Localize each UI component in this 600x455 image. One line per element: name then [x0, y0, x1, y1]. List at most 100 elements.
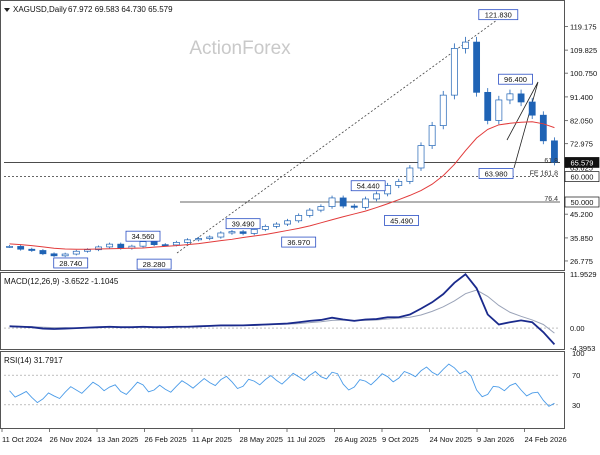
- candle-body: [161, 244, 169, 246]
- candle-body: [261, 226, 269, 230]
- candle-body: [195, 238, 203, 241]
- candle-body: [439, 94, 447, 126]
- annotation-label: 28.740: [59, 259, 82, 268]
- candle-body: [417, 145, 425, 169]
- candle-body: [139, 241, 147, 247]
- y-tick-label: 72.975: [570, 140, 593, 149]
- candle-body: [217, 232, 225, 238]
- annotation-label: 28.280: [143, 260, 166, 269]
- candle-body: [517, 93, 525, 103]
- candle-body: [328, 197, 336, 207]
- annotation-label: 45.490: [390, 216, 413, 225]
- price-tag: [564, 171, 600, 182]
- candle-body: [495, 99, 503, 121]
- x-tick-label: 26 Feb 2025: [145, 435, 187, 444]
- symbol-label: XAGUSD,Daily: [13, 5, 67, 14]
- y-tick-label: 26.775: [570, 257, 593, 266]
- macd-pane: [0, 272, 565, 350]
- candle-body: [206, 236, 214, 239]
- annotation-box: [281, 236, 317, 248]
- rsi-y-tick-label: 100: [572, 349, 585, 358]
- x-tick-label: 11 Jul 2025: [287, 435, 325, 444]
- annotation-label: 96.400: [504, 75, 527, 84]
- price-tag-label: 60.000: [571, 173, 594, 182]
- x-tick-label: 11 Apr 2025: [192, 435, 232, 444]
- candle-body: [273, 223, 280, 227]
- candle-body: [239, 231, 247, 234]
- candle-body: [317, 206, 325, 211]
- candle-body: [350, 205, 358, 208]
- triangle-drawing: [506, 81, 539, 169]
- candle-body: [39, 250, 47, 255]
- annotation-label: 63.980: [485, 170, 508, 179]
- candle-body: [117, 243, 125, 249]
- annotation-label: 121.830: [485, 11, 512, 20]
- price-tag: [564, 157, 600, 168]
- annotation-box: [225, 218, 261, 230]
- rsi-y-tick-label: 70: [572, 371, 580, 380]
- dashed-trendline: [176, 19, 498, 254]
- candle-body: [106, 243, 114, 248]
- candle-body: [228, 231, 236, 234]
- candle-body: [184, 239, 191, 243]
- annotation-box: [478, 9, 519, 21]
- main-annotations: 121.830 96.400 63.980 54.440 45.490 39.490 36.…: [53, 9, 559, 270]
- x-tick-label: 9 Oct 2025: [382, 435, 419, 444]
- y-tick-label: 82.050: [570, 117, 593, 126]
- annotation-label: 54.440: [357, 182, 380, 191]
- fib-label: 61.8: [544, 158, 558, 165]
- annotation-label: 34.560: [132, 232, 155, 241]
- candle-body: [61, 253, 69, 257]
- y-tick-label: 119.175: [570, 22, 597, 31]
- candle-body: [284, 220, 291, 225]
- candle-body: [95, 246, 102, 251]
- x-tick-label: 24 Feb 2026: [525, 435, 567, 444]
- annotation-box: [136, 258, 172, 270]
- x-tick-label: 28 May 2025: [240, 435, 283, 444]
- candle-body: [361, 198, 369, 208]
- x-tick-label: 26 Aug 2025: [335, 435, 377, 444]
- price-tag: [564, 196, 600, 208]
- dropdown-arrow-icon[interactable]: [4, 8, 10, 12]
- candle-body: [406, 167, 414, 182]
- candle-body: [339, 197, 347, 207]
- annotation-label: 39.490: [232, 220, 255, 229]
- candle-body: [83, 249, 91, 252]
- x-tick-label: 13 Jan 2025: [97, 435, 138, 444]
- y-tick-label: 91.400: [570, 93, 593, 102]
- candle-body: [250, 229, 258, 234]
- rsi-title: RSI(14) 31.7917: [4, 356, 63, 365]
- chart-header: XAGUSD,Daily 67.972 69.583 64.730 65.579: [4, 5, 173, 14]
- fib-label: FE 161.8: [530, 171, 559, 178]
- candle-body: [28, 248, 36, 251]
- y-tick-label: 100.750: [570, 69, 597, 78]
- annotation-box: [384, 215, 419, 226]
- macd-layer: [4, 272, 560, 346]
- candle-body: [506, 93, 514, 101]
- candle-body: [6, 246, 13, 248]
- candle-body: [528, 101, 536, 116]
- candle-body: [450, 48, 458, 96]
- y-tick-label: 63.625: [570, 163, 593, 172]
- annotation-box: [53, 257, 89, 269]
- macd-y-tick-label: 11.9529: [570, 270, 597, 279]
- rsi-line: [9, 363, 555, 407]
- candle-body: [551, 140, 558, 163]
- x-tick-label: 9 Jan 2026: [477, 435, 514, 444]
- fib-label: 76.4: [544, 196, 558, 203]
- y-tick-label: 45.200: [570, 210, 593, 219]
- main-pane: [0, 0, 565, 271]
- main-ma: [9, 121, 555, 250]
- x-tick-label: 24 Nov 2025: [430, 435, 473, 444]
- annotation-box: [498, 73, 533, 85]
- rsi-y-axis: 100 70 30: [572, 349, 585, 410]
- x-tick-label: 11 Oct 2024: [2, 435, 42, 444]
- watermark: ActionForex: [189, 38, 291, 59]
- main-y-axis: 119.175 109.825 100.750 91.400 82.050 72.975 6…: [564, 22, 600, 266]
- macd-main-line: [9, 272, 556, 346]
- main-levels: [4, 162, 560, 203]
- main-candles: [6, 36, 558, 258]
- candle-body: [306, 209, 314, 216]
- price-tag-label: 50.000: [571, 198, 594, 207]
